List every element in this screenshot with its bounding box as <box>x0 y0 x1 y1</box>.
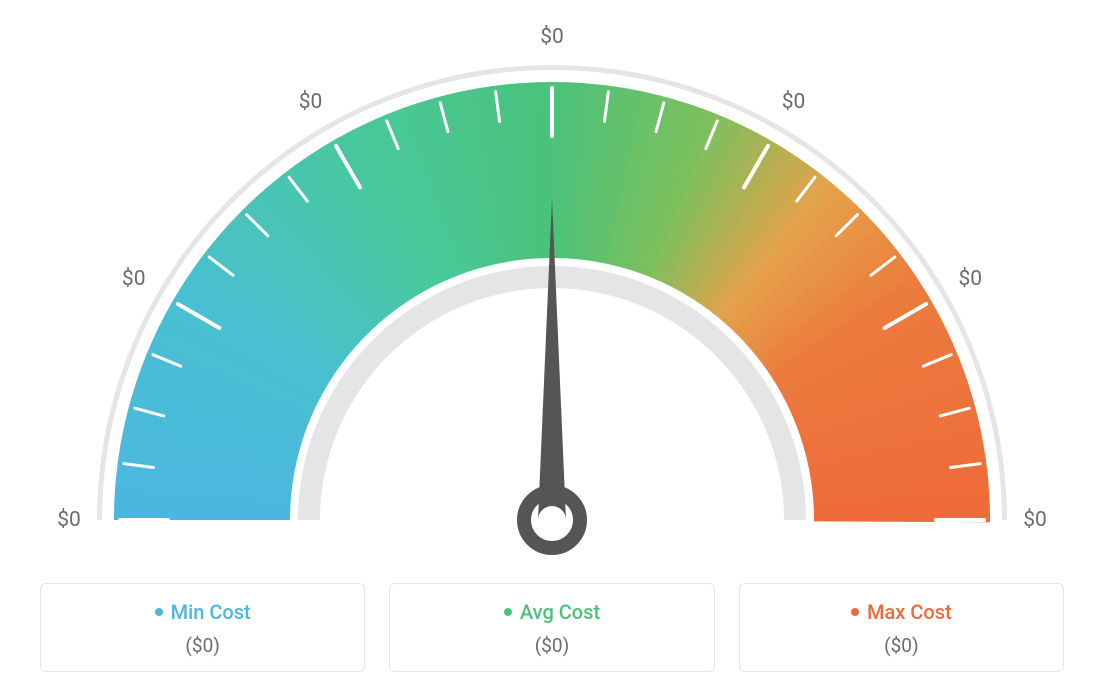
legend-dot-avg <box>504 608 512 616</box>
legend-card-avg: Avg Cost ($0) <box>389 583 714 672</box>
legend-title-min: Min Cost <box>155 600 251 624</box>
legend-label-avg: Avg Cost <box>520 600 600 624</box>
legend-value-min: ($0) <box>51 634 354 657</box>
cost-gauge-chart: $0 $0 $0 $0 $0 $0 $0 Min Cost ($0) Avg Cost ($… <box>0 0 1104 690</box>
dial-label: $0 <box>57 508 81 532</box>
dial-label: $0 <box>958 267 982 291</box>
legend-label-max: Max Cost <box>867 600 952 624</box>
legend-dot-min <box>155 608 163 616</box>
gauge-area: $0 $0 $0 $0 $0 $0 $0 <box>42 0 1062 560</box>
legend-row: Min Cost ($0) Avg Cost ($0) Max Cost ($0… <box>40 583 1064 672</box>
legend-value-max: ($0) <box>750 634 1053 657</box>
dial-label: $0 <box>299 90 323 114</box>
legend-card-max: Max Cost ($0) <box>739 583 1064 672</box>
legend-label-min: Min Cost <box>171 600 251 624</box>
legend-value-avg: ($0) <box>400 634 703 657</box>
legend-card-min: Min Cost ($0) <box>40 583 365 672</box>
legend-title-max: Max Cost <box>851 600 952 624</box>
dial-label: $0 <box>122 267 146 291</box>
gauge-svg <box>42 0 1062 560</box>
dial-label: $0 <box>540 25 564 49</box>
dial-label: $0 <box>1023 508 1047 532</box>
legend-dot-max <box>851 608 859 616</box>
legend-title-avg: Avg Cost <box>504 600 600 624</box>
dial-label: $0 <box>782 90 806 114</box>
